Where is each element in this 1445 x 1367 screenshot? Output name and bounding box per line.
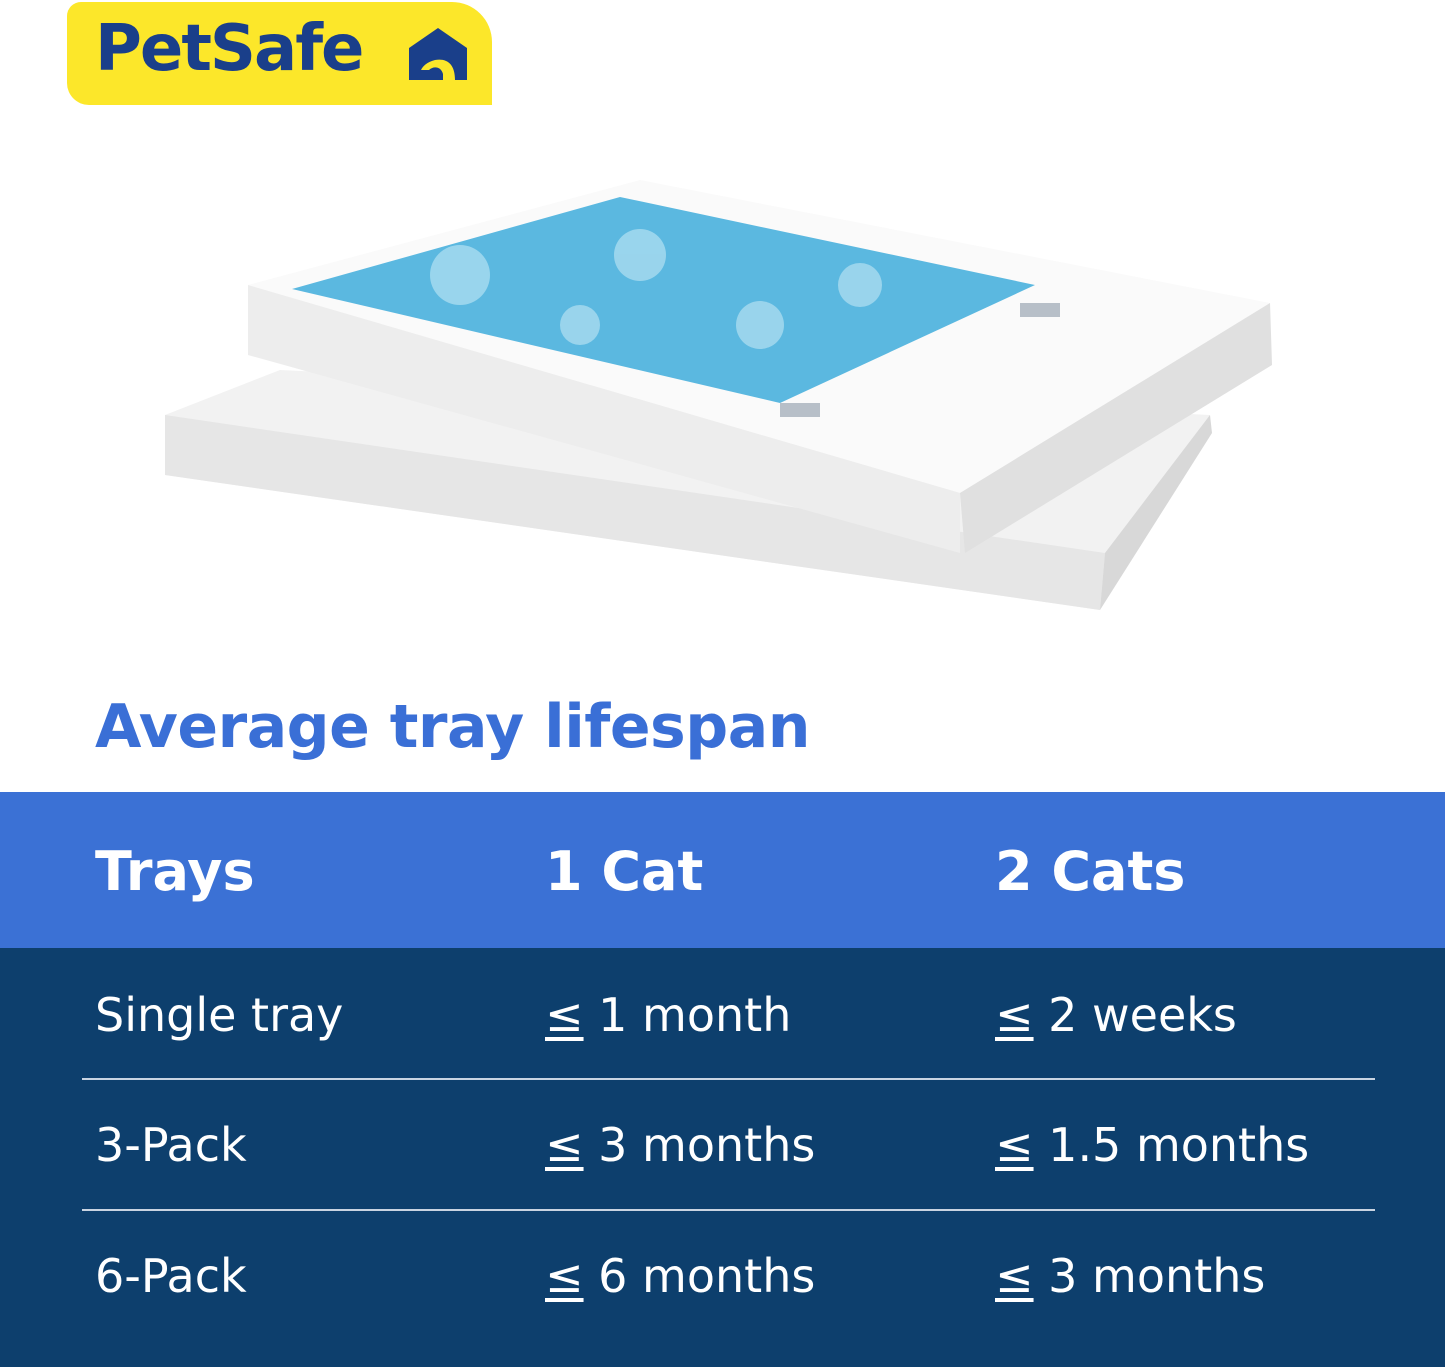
row-1-cat: ≤ 6 months [545, 1249, 816, 1303]
row-2-cats: ≤ 3 months [995, 1249, 1266, 1303]
section-title: Average tray lifespan [95, 692, 810, 762]
row-divider [82, 1209, 1375, 1211]
table-header [0, 792, 1445, 948]
litter-tray-image [165, 180, 1272, 610]
row-1-cat: ≤ 3 months [545, 1118, 816, 1172]
row-1-cat: ≤ 1 month [545, 988, 792, 1042]
house-icon [409, 28, 467, 80]
header-1-cat: 1 Cat [545, 840, 704, 903]
logo-text: PetSafe [95, 12, 364, 86]
row-tray: Single tray [95, 988, 344, 1042]
petsafe-logo: PetSafe [67, 2, 492, 105]
row-2-cats: ≤ 1.5 months [995, 1118, 1310, 1172]
table-body [0, 948, 1445, 1367]
row-2-cats: ≤ 2 weeks [995, 988, 1237, 1042]
row-tray: 3-Pack [95, 1118, 247, 1172]
row-tray: 6-Pack [95, 1249, 247, 1303]
header-trays: Trays [95, 840, 255, 903]
header-2-cats: 2 Cats [995, 840, 1186, 903]
row-divider [82, 1078, 1375, 1080]
